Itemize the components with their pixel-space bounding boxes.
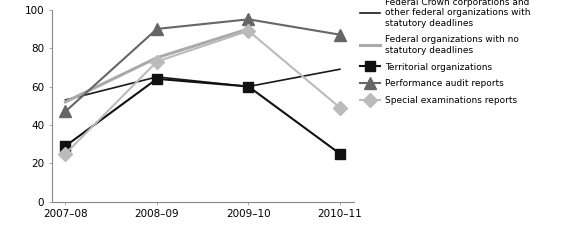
Performance audit reports	[154, 27, 160, 30]
Territorial organizations	[336, 152, 343, 155]
Federal Crown corporations and
other federal organizations with
statutory deadlines	[154, 75, 160, 78]
Federal Crown corporations and
other federal organizations with
statutory deadlines	[336, 68, 343, 71]
Federal organizations with no
statutory deadlines	[154, 56, 160, 59]
Federal organizations with no
statutory deadlines	[62, 100, 69, 103]
Line: Special examinations reports: Special examinations reports	[60, 26, 345, 159]
Line: Territorial organizations: Territorial organizations	[60, 74, 345, 159]
Territorial organizations	[245, 85, 252, 88]
Performance audit reports	[62, 110, 69, 113]
Performance audit reports	[336, 33, 343, 36]
Line: Performance audit reports: Performance audit reports	[60, 14, 346, 117]
Federal Crown corporations and
other federal organizations with
statutory deadlines	[62, 98, 69, 101]
Territorial organizations	[62, 145, 69, 148]
Legend: Federal Crown corporations and
other federal organizations with
statutory deadli: Federal Crown corporations and other fed…	[356, 0, 534, 108]
Special examinations reports	[336, 106, 343, 109]
Performance audit reports	[245, 18, 252, 21]
Special examinations reports	[154, 60, 160, 63]
Federal organizations with no
statutory deadlines	[245, 27, 252, 30]
Special examinations reports	[62, 152, 69, 155]
Territorial organizations	[154, 77, 160, 80]
Line: Federal organizations with no
statutory deadlines: Federal organizations with no statutory …	[66, 29, 248, 102]
Special examinations reports	[245, 29, 252, 32]
Federal Crown corporations and
other federal organizations with
statutory deadlines	[245, 85, 252, 88]
Line: Federal Crown corporations and
other federal organizations with
statutory deadlines: Federal Crown corporations and other fed…	[66, 69, 340, 100]
